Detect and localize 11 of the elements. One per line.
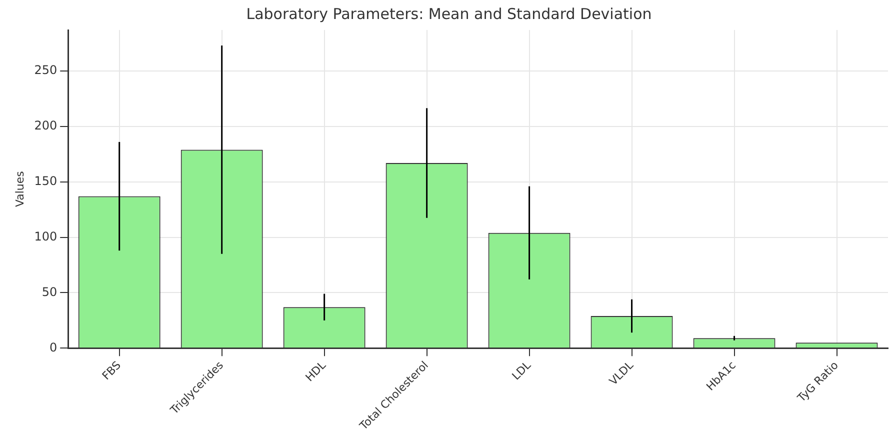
y-tick-label: 200 xyxy=(34,118,58,133)
y-tick-label: 0 xyxy=(49,340,58,354)
y-tick-label: 250 xyxy=(34,63,58,78)
y-tick-label: 50 xyxy=(42,284,58,299)
x-tick-label: HDL xyxy=(303,358,330,384)
y-axis-title: Values xyxy=(13,170,26,208)
x-tick-label: FBS xyxy=(100,358,124,383)
chart-title: Laboratory Parameters: Mean and Standard Deviation xyxy=(246,4,652,23)
x-tick-label: LDL xyxy=(510,358,534,383)
y-tick-label: 150 xyxy=(34,174,58,188)
y-tick-label: 100 xyxy=(34,229,58,244)
